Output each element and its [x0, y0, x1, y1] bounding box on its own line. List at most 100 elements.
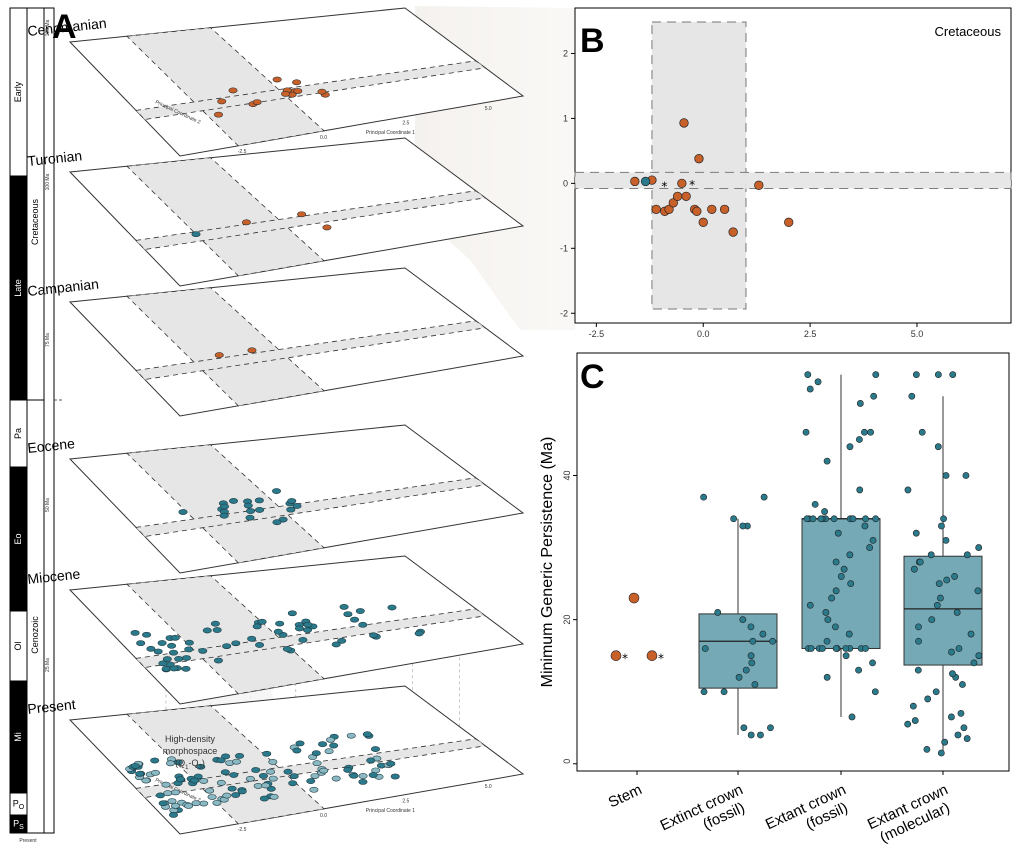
- crown-point: [747, 652, 755, 660]
- crown-point: [166, 760, 176, 767]
- crown-point: [957, 709, 965, 717]
- stem-point: [694, 154, 704, 164]
- crown-point: [324, 748, 334, 755]
- crown-point: [362, 731, 372, 738]
- crown-point: [963, 735, 971, 742]
- stem-point: [728, 227, 738, 237]
- panel-letter-c: C: [580, 358, 605, 396]
- stem-point: [698, 217, 708, 227]
- crown-point: [872, 371, 880, 379]
- crown-point: [856, 486, 864, 494]
- epoch-label: Early: [13, 81, 23, 102]
- stem-point: [322, 224, 332, 231]
- crown-point: [163, 790, 173, 797]
- crown-point: [934, 371, 942, 379]
- crown-point: [960, 724, 968, 732]
- crown-point: [273, 628, 283, 635]
- crown-point: [231, 792, 241, 798]
- crown-point: [842, 652, 850, 660]
- stem-point: [610, 650, 622, 661]
- crown-point: [909, 702, 917, 710]
- layer-title: Miocene: [27, 566, 82, 587]
- layer-shade-x: [126, 575, 325, 695]
- layer-points: [178, 488, 302, 526]
- crown-point: [387, 604, 397, 611]
- shade-y-band: [574, 171, 1012, 190]
- crown-point: [908, 392, 916, 400]
- crown-point: [287, 498, 297, 504]
- crown-point: [343, 767, 353, 773]
- crown-point: [872, 515, 880, 523]
- crown-point: [823, 673, 831, 681]
- crown-point: [914, 666, 922, 674]
- stem-point: [252, 99, 262, 105]
- y-tick-label: 1: [563, 113, 568, 123]
- crown-point: [237, 788, 247, 795]
- crown-point: [292, 503, 302, 509]
- crown-point: [937, 749, 945, 757]
- crown-point: [199, 778, 209, 784]
- crown-point: [169, 811, 179, 818]
- layer-points: [130, 603, 425, 673]
- crown-point: [251, 767, 261, 773]
- plot-b-frame: [574, 7, 1012, 324]
- panel-c-boxplot: 0 20 40 Minimum Generic Persistence (Ma) * * S…: [539, 352, 1010, 846]
- crown-point: [959, 681, 966, 688]
- crown-point: [846, 551, 854, 559]
- crown-point: [747, 623, 755, 631]
- crown-point: [146, 645, 156, 652]
- layer-x-title: Principal Coordinate 1: [366, 808, 415, 814]
- crown-point: [942, 472, 950, 479]
- crown-point: [924, 695, 932, 703]
- crown-point: [856, 436, 863, 443]
- crown-point: [928, 616, 936, 624]
- crown-point: [954, 731, 962, 739]
- crown-point: [246, 508, 256, 514]
- crown-point: [294, 625, 304, 632]
- crown-point: [953, 609, 961, 616]
- crown-point: [869, 659, 876, 667]
- layer-title: Campanian: [27, 276, 100, 299]
- crown-point: [261, 782, 271, 789]
- crown-point: [287, 610, 297, 617]
- crown-point: [222, 792, 232, 799]
- crown-point: [941, 738, 949, 746]
- plot-c-ylabel: Minimum Generic Persistence (Ma): [539, 437, 556, 688]
- crown-point: [343, 611, 353, 617]
- crown-point: [942, 536, 950, 544]
- crown-point: [842, 645, 850, 652]
- shade-x-band: [651, 21, 747, 310]
- crown-point: [245, 775, 255, 782]
- star-marker: *: [658, 652, 664, 666]
- box: [903, 555, 983, 666]
- stem-point: [719, 204, 730, 214]
- ma-tick-label: 100 Ma: [45, 173, 51, 190]
- crown-point: [739, 616, 747, 624]
- crown-point: [915, 637, 922, 645]
- crown-point: [221, 753, 231, 760]
- crown-point: [823, 457, 831, 465]
- plot-b-annotation: Cretaceous: [935, 24, 1002, 39]
- layer-x-tick: 2.5: [402, 798, 409, 804]
- crown-point: [286, 506, 296, 513]
- crown-point: [974, 587, 982, 595]
- stem-point: [292, 79, 302, 86]
- crown-point: [161, 781, 171, 788]
- crown-point: [167, 798, 177, 805]
- crown-point: [196, 763, 206, 770]
- crown-point: [306, 778, 316, 784]
- crown-point: [700, 688, 708, 696]
- crown-point: [940, 515, 947, 523]
- crown-point: [167, 642, 177, 649]
- crown-point: [358, 621, 368, 628]
- crown-point: [202, 627, 212, 634]
- stem-point: [297, 211, 307, 218]
- crown-point: [326, 736, 336, 743]
- epoch-label: Ol: [13, 641, 23, 650]
- crown-point: [935, 580, 943, 588]
- star-marker: *: [661, 179, 667, 193]
- crown-point: [368, 772, 378, 778]
- crown-point: [283, 768, 293, 775]
- layer-title: Present: [27, 696, 77, 717]
